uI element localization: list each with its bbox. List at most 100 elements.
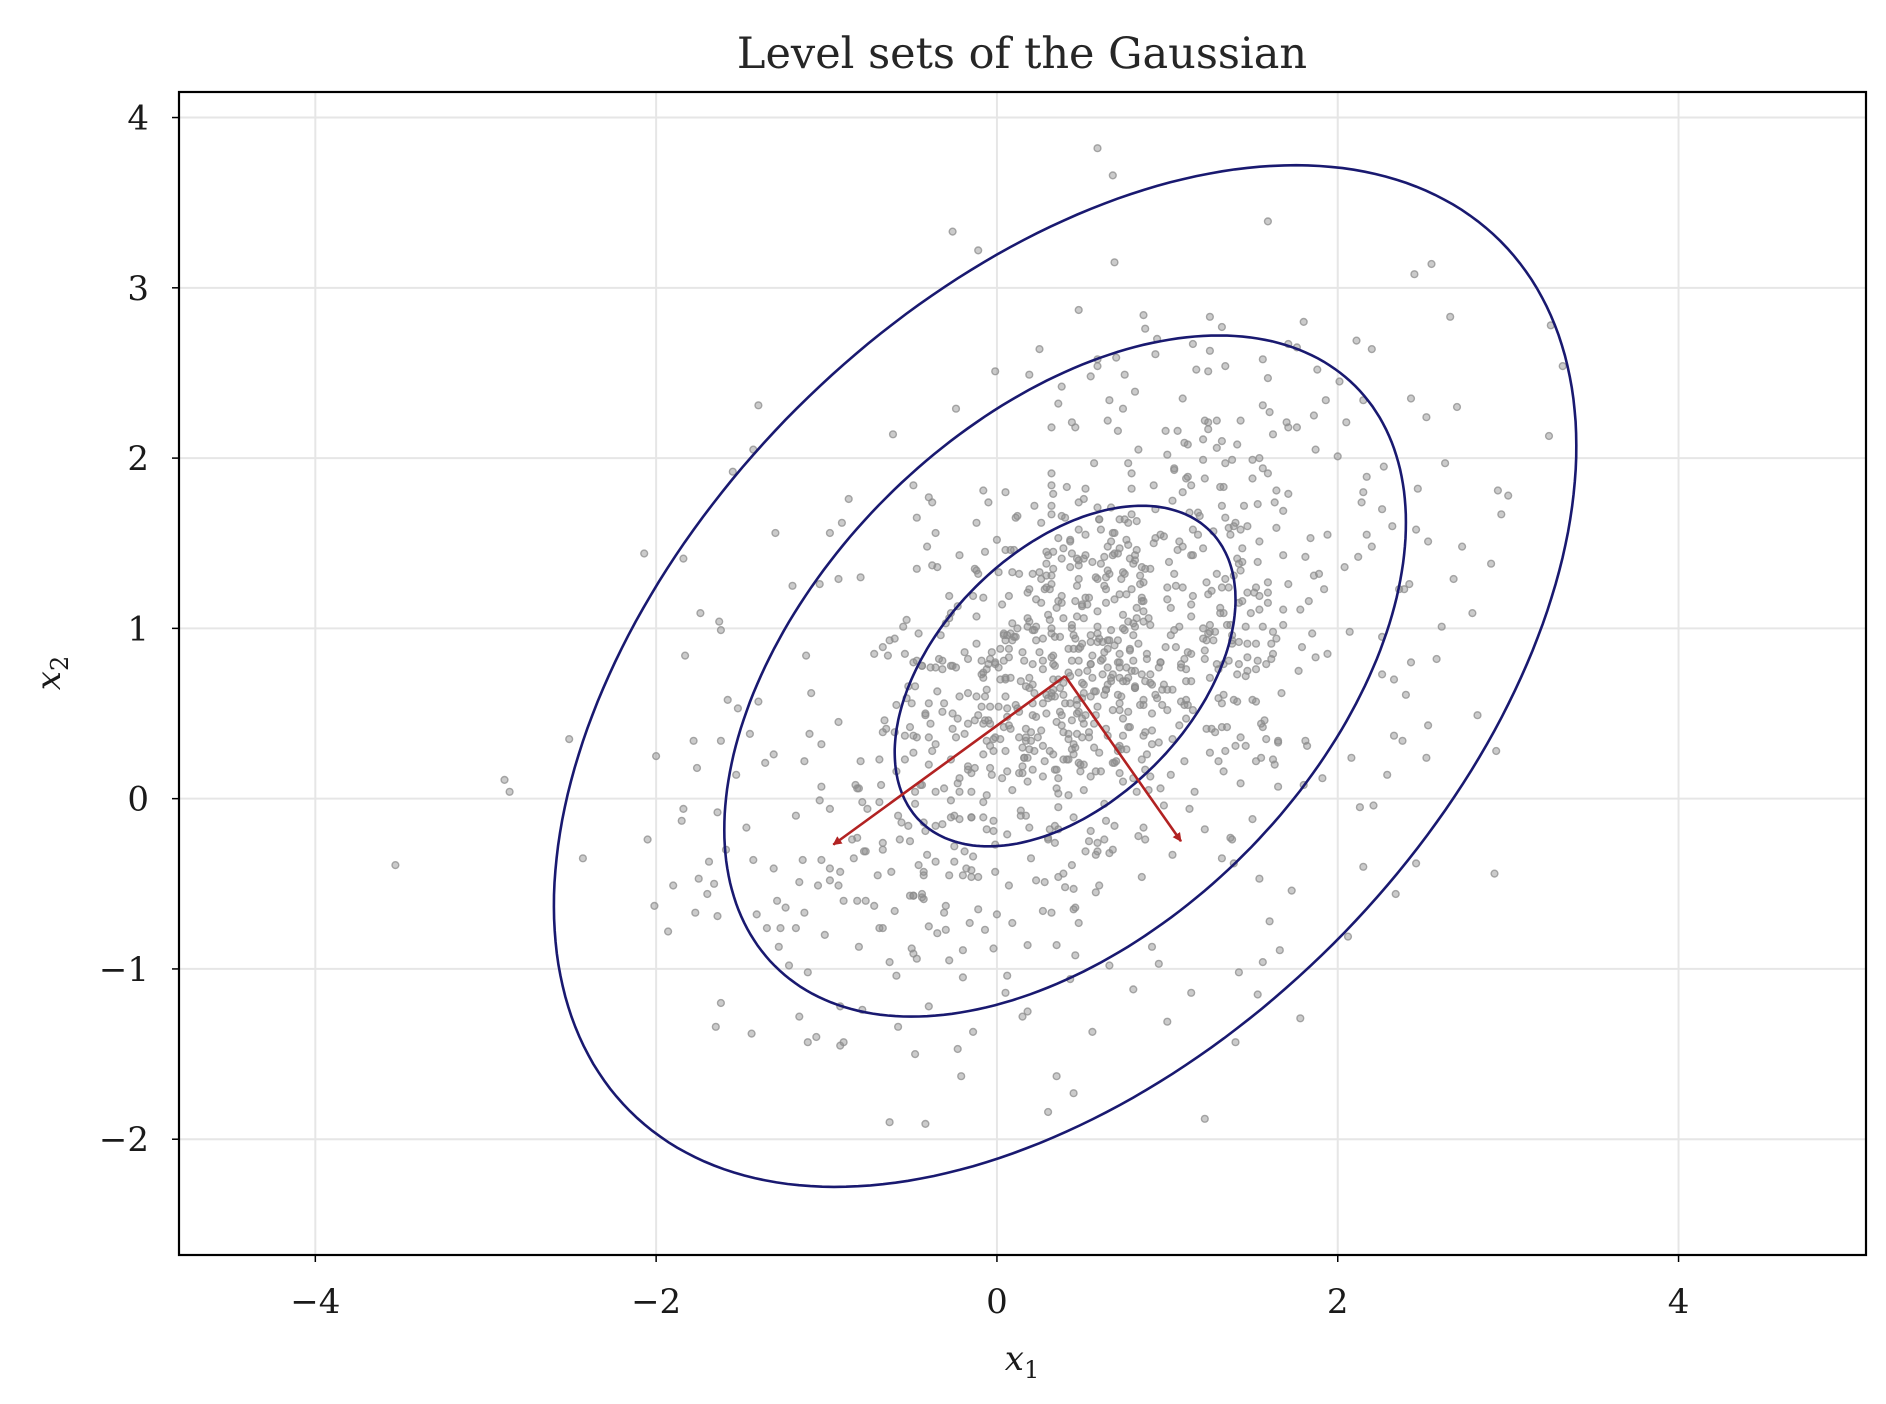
scatter-point [924,733,933,742]
scatter-point [1187,649,1196,659]
scatter-point [1258,957,1267,967]
scatter-point [1379,462,1388,471]
scatter-point [1038,656,1048,665]
scatter-point [1095,881,1104,890]
scatter-point [900,755,910,764]
scatter-point [1132,516,1141,526]
scatter-point [974,872,983,882]
scatter-point [1355,803,1365,812]
scatter-point [1251,639,1261,648]
scatter-point [1357,498,1366,507]
x-tick-label: 0 [986,1282,1008,1322]
scatter-point [1234,968,1244,977]
scatter-point [1452,402,1462,412]
scatter-point [909,949,918,958]
scatter-point [1158,700,1167,710]
scatter-point [1023,777,1032,786]
scatter-point [1158,685,1167,694]
scatter-point [1110,641,1119,650]
scatter-point [694,874,703,883]
scatter-point [957,1072,966,1081]
scatter-point [1110,821,1119,831]
scatter-point [933,929,942,938]
scatter-point [1319,585,1329,594]
scatter-point [910,1049,920,1059]
scatter-point [870,901,879,911]
scatter-point [1003,767,1012,776]
scatter-point [1296,1014,1305,1023]
scatter-point [1134,639,1143,648]
scatter-point [1040,877,1049,887]
scatter-point [1084,733,1094,742]
scatter-point [1066,535,1075,544]
scatter-point [1031,595,1041,604]
scatter-point [1389,675,1399,684]
plot-frame [177,90,1868,1257]
scatter-point [950,857,959,866]
scatter-point [1033,733,1042,742]
scatter-point [1163,450,1172,459]
scatter-point [939,908,949,917]
scatter-point [1120,370,1129,379]
scatter-point [1045,746,1054,756]
scatter-point [931,740,940,749]
scatter-point [1217,583,1227,592]
scatter-point [1301,552,1310,562]
scatter-point [1004,721,1014,730]
scatter-point [1279,551,1288,560]
scatter-point [1004,881,1014,890]
scatter-point [1139,311,1148,320]
scatter-point [500,775,509,785]
scatter-point [1272,523,1281,533]
scatter-point [1089,743,1099,752]
scatter-point [849,854,858,863]
scatter-point [1021,811,1031,820]
scatter-point [391,860,400,870]
scatter-point [1093,503,1102,512]
scatter-point [960,648,969,657]
scatter-point [1127,484,1136,493]
scatter-point [1088,673,1097,682]
scatter-point [1227,455,1237,464]
x-axis-label-main: x [1005,1339,1024,1379]
scatter-point [1168,850,1177,859]
scatter-point [1014,569,1024,579]
scatter-point [1112,353,1121,362]
scatter-point [1067,624,1077,633]
scatter-point [1170,464,1179,473]
scatter-point [958,973,968,982]
scatter-point [1205,620,1215,630]
scatter-point [938,656,947,665]
scatter-point [1086,659,1095,669]
scatter-point [955,774,964,783]
scatter-point [1086,772,1095,781]
scatter-point [1156,530,1165,539]
scatter-point [905,837,915,846]
scatter-point [948,709,957,718]
scatter-point [769,864,778,873]
scatter-point [1233,697,1242,706]
scatter-point [1221,513,1230,522]
scatter-point [1081,484,1090,493]
scatter-point [1311,445,1320,454]
scatter-point [1216,482,1225,492]
scatter-point [1081,593,1090,602]
scatter-point [1020,753,1029,762]
scatter-point [912,513,921,522]
scatter-point [1088,651,1097,660]
scatter-point [565,734,574,744]
scatter-point [1118,404,1128,413]
scatter-point [1224,656,1233,665]
scatter-point [991,658,1000,667]
scatter-point [1243,588,1252,597]
scatter-point [888,430,898,439]
scatter-point [709,879,719,888]
scatter-point [1253,500,1262,509]
scatter-point [900,649,910,659]
scatter-point [1147,709,1157,718]
scatter-point [1221,362,1230,371]
scatter-point [696,608,705,618]
scatter-point [1166,631,1175,640]
scatter-point [1255,591,1264,601]
scatter-point [1263,588,1273,597]
